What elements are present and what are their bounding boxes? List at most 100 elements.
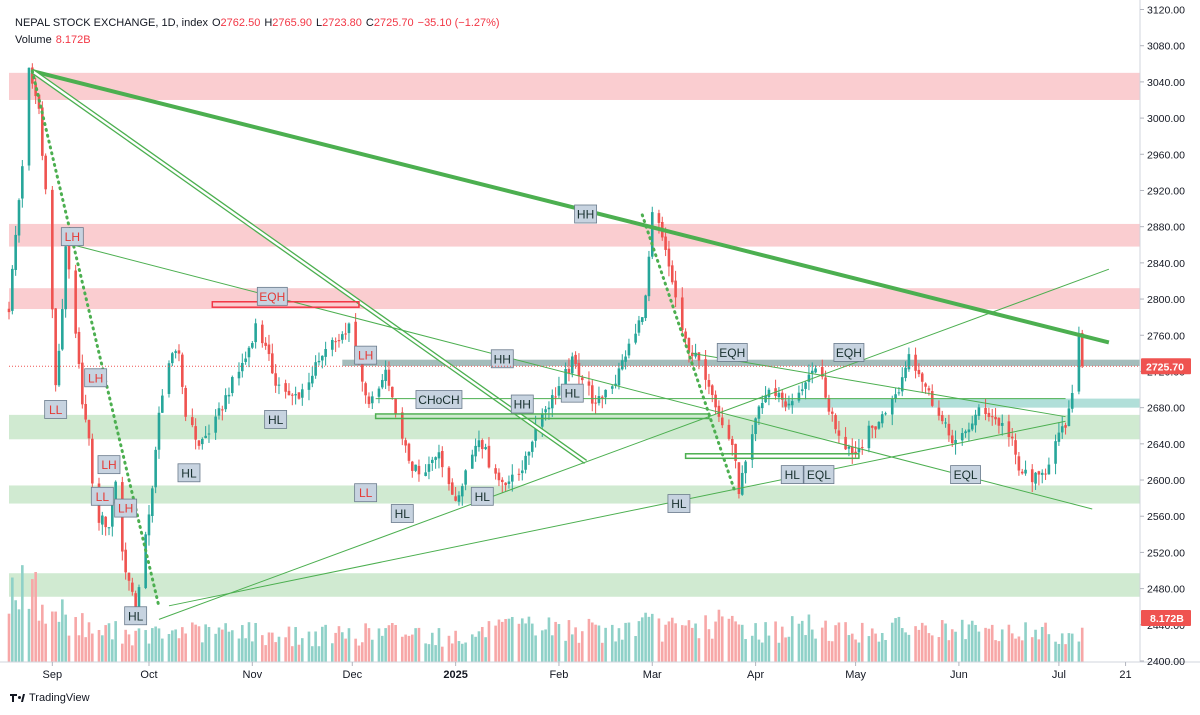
price-tick-label: 2680.00 — [1147, 403, 1185, 415]
volume-bar — [1017, 636, 1021, 662]
volume-bar — [874, 633, 877, 662]
candle-body — [867, 425, 871, 449]
candle-body — [594, 402, 597, 404]
volume-bar — [714, 621, 717, 662]
candle-body — [430, 459, 434, 464]
candle-body — [1017, 456, 1021, 471]
candle-body — [410, 461, 414, 471]
candle-body — [690, 352, 694, 357]
candle-body — [341, 334, 344, 340]
volume-bar — [474, 636, 477, 662]
marker-label: EQL — [954, 468, 978, 482]
volume-bar — [1010, 633, 1014, 662]
marker-hl: HL — [124, 606, 148, 626]
price-axis-bg — [1140, 0, 1200, 715]
volume-label[interactable]: Volume — [15, 34, 52, 46]
volume-bar — [597, 625, 601, 662]
candle-body — [740, 472, 744, 495]
candle-body — [510, 474, 514, 482]
candle-body — [784, 401, 787, 407]
volume-bar — [1057, 643, 1061, 662]
price-tick-label: 2800.00 — [1147, 294, 1185, 306]
candle-body — [830, 411, 834, 414]
volume-bar — [1014, 638, 1017, 662]
volume-bar — [1034, 629, 1037, 662]
volume-bar — [524, 623, 527, 662]
candle-body — [67, 245, 71, 270]
volume-bar — [297, 644, 301, 662]
candle-body — [600, 396, 604, 398]
time-tick-label: May — [845, 669, 866, 681]
volume-bar — [987, 628, 991, 662]
volume-bar — [967, 624, 971, 662]
double-trendline-inner — [31, 70, 587, 463]
tradingview-logo[interactable]: TradingView — [10, 692, 90, 704]
candle-body — [877, 421, 881, 429]
marker-label: EQH — [836, 346, 862, 360]
candle-body — [124, 549, 127, 573]
candle-body — [1014, 440, 1017, 455]
volume-bar — [937, 637, 941, 662]
volume-bar — [660, 641, 664, 662]
candle-body — [284, 383, 287, 392]
candle-body — [664, 236, 667, 250]
volume-bar — [920, 622, 924, 662]
candle-body — [1040, 472, 1044, 475]
volume-bar — [430, 632, 434, 662]
volume-bar — [400, 636, 404, 662]
candle-body — [161, 395, 164, 413]
volume-bar — [927, 633, 931, 662]
candle-body — [181, 354, 184, 387]
volume-bar — [627, 622, 631, 662]
candle-body — [151, 488, 154, 516]
symbol-name[interactable]: NEPAL STOCK EXCHANGE, 1D, index — [15, 17, 208, 29]
candle-body — [457, 495, 461, 502]
candle-body — [640, 317, 644, 322]
open-label: O — [211, 17, 221, 29]
candle-body — [570, 356, 574, 374]
volume-bar — [867, 636, 871, 662]
volume-bar — [1024, 622, 1027, 662]
marker-hl: HL — [177, 463, 201, 483]
volume-bar — [464, 642, 467, 662]
dotted-trendline — [640, 213, 738, 496]
marker-label: LH — [118, 502, 133, 516]
volume-bar — [610, 624, 614, 662]
volume-bar — [364, 623, 367, 662]
candle-body — [810, 370, 814, 374]
candle-body — [64, 246, 67, 310]
volume-bar — [497, 619, 501, 662]
candle-body — [804, 382, 807, 389]
volume-bar — [720, 616, 724, 662]
volume-bar — [500, 621, 504, 662]
volume-bar — [217, 627, 221, 662]
time-tick-label: Mar — [643, 669, 662, 681]
marker-box — [60, 227, 84, 247]
candle-body — [937, 407, 941, 416]
supply-zone — [9, 223, 1140, 247]
tradingview-brand: TradingView — [29, 692, 90, 704]
volume-bar — [417, 627, 421, 662]
price-tick-label: 2560.00 — [1147, 511, 1185, 523]
candle-body — [370, 396, 374, 404]
volume-bar — [897, 616, 901, 662]
volume-bar — [1037, 639, 1041, 662]
marker-label: LH — [65, 230, 80, 244]
candle-body — [360, 361, 364, 382]
marker-label: HH — [494, 352, 511, 366]
candle-body — [417, 465, 421, 475]
volume-row: Volume 8.172B — [15, 32, 504, 49]
candle-body — [1010, 436, 1014, 439]
candle-body — [610, 386, 614, 389]
candle-body — [947, 423, 951, 436]
candle-body — [321, 355, 324, 361]
marker-box — [490, 349, 514, 369]
volume-bar — [301, 638, 304, 662]
volume-bar — [997, 641, 1001, 662]
volume-bar — [650, 613, 654, 662]
marker-hh: HH — [574, 204, 598, 224]
volume-bar — [614, 641, 617, 662]
volume-bar — [907, 634, 911, 662]
marker-box — [114, 498, 138, 518]
